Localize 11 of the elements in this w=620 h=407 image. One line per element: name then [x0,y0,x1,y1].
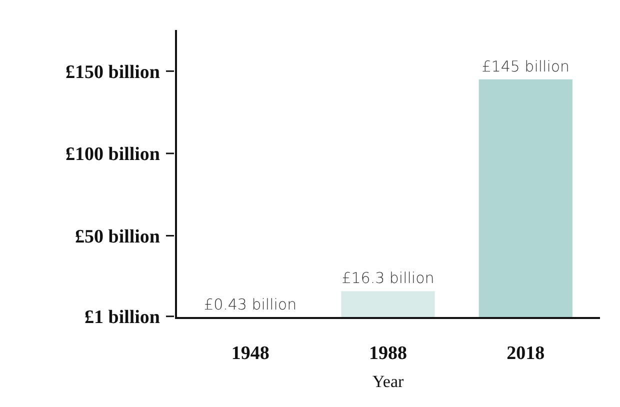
x-axis-title: Year [372,372,404,391]
data-label: £145 billion [482,57,570,76]
y-tick-label: £1 billion [84,307,160,328]
y-tick-label: £100 billion [66,144,160,166]
y-tick-label: £50 billion [75,226,160,248]
data-label: £16.3 billion [342,269,434,288]
x-tick-label: 2018 [506,343,545,364]
x-tick-label: 1948 [231,343,270,364]
x-tick-label: 1988 [369,343,407,364]
data-label: £0.43 billion [204,295,297,314]
y-tick-label: £150 billion [66,62,160,83]
